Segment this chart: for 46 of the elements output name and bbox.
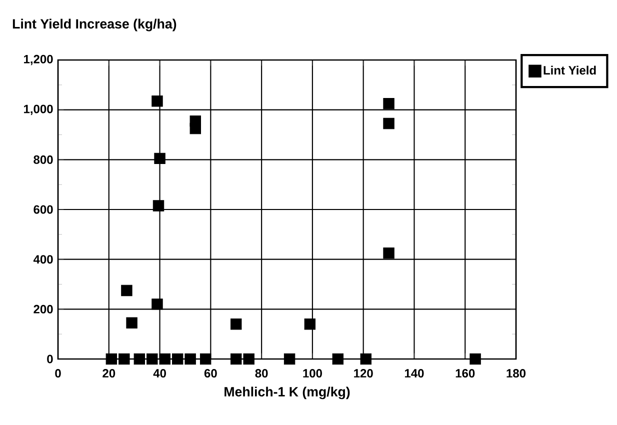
point <box>154 152 166 164</box>
point <box>383 248 394 259</box>
point <box>172 353 184 365</box>
x-tick-label: 40 <box>153 369 166 378</box>
y-tick-label: 800 <box>34 155 53 164</box>
point <box>184 353 196 365</box>
point <box>383 118 394 130</box>
point <box>152 96 163 107</box>
point <box>152 200 164 212</box>
point <box>146 353 158 365</box>
point <box>360 353 372 365</box>
point <box>121 284 132 296</box>
x-tick-label: 80 <box>255 369 268 378</box>
point <box>134 353 146 365</box>
x-tick-label: 180 <box>506 369 526 378</box>
x-axis-title: Mehlich-1 K (mg/kg) <box>224 386 350 400</box>
legend-label: Lint Yield <box>544 66 596 75</box>
x-tick-label: 100 <box>303 369 322 378</box>
y-tick-label: 400 <box>33 255 53 264</box>
point <box>118 353 130 365</box>
y-tick-label: 200 <box>34 304 53 314</box>
x-tick-label: 0 <box>55 369 61 378</box>
y-tick-label: 1,200 <box>24 54 53 66</box>
y-tick-label: 1,000 <box>24 104 53 115</box>
y-tick-label: 600 <box>34 205 53 214</box>
point <box>126 317 138 328</box>
point <box>230 353 242 365</box>
x-tick-label: 140 <box>404 369 424 378</box>
point <box>243 353 254 365</box>
x-tick-label: 120 <box>354 369 373 378</box>
x-tick-label: 60 <box>204 369 217 378</box>
point <box>200 353 212 365</box>
point <box>159 353 170 365</box>
point <box>383 98 394 110</box>
point <box>152 298 163 310</box>
point <box>230 318 242 330</box>
y-tick-label: 0 <box>47 354 53 364</box>
x-tick-label: 160 <box>456 369 475 378</box>
point <box>332 353 344 365</box>
point <box>284 353 296 365</box>
point <box>304 318 316 330</box>
chart-title: Lint Yield Increase (kg/ha) <box>12 18 176 32</box>
point <box>190 122 202 134</box>
x-tick-label: 20 <box>102 369 116 378</box>
point <box>106 353 118 365</box>
point <box>470 353 481 365</box>
